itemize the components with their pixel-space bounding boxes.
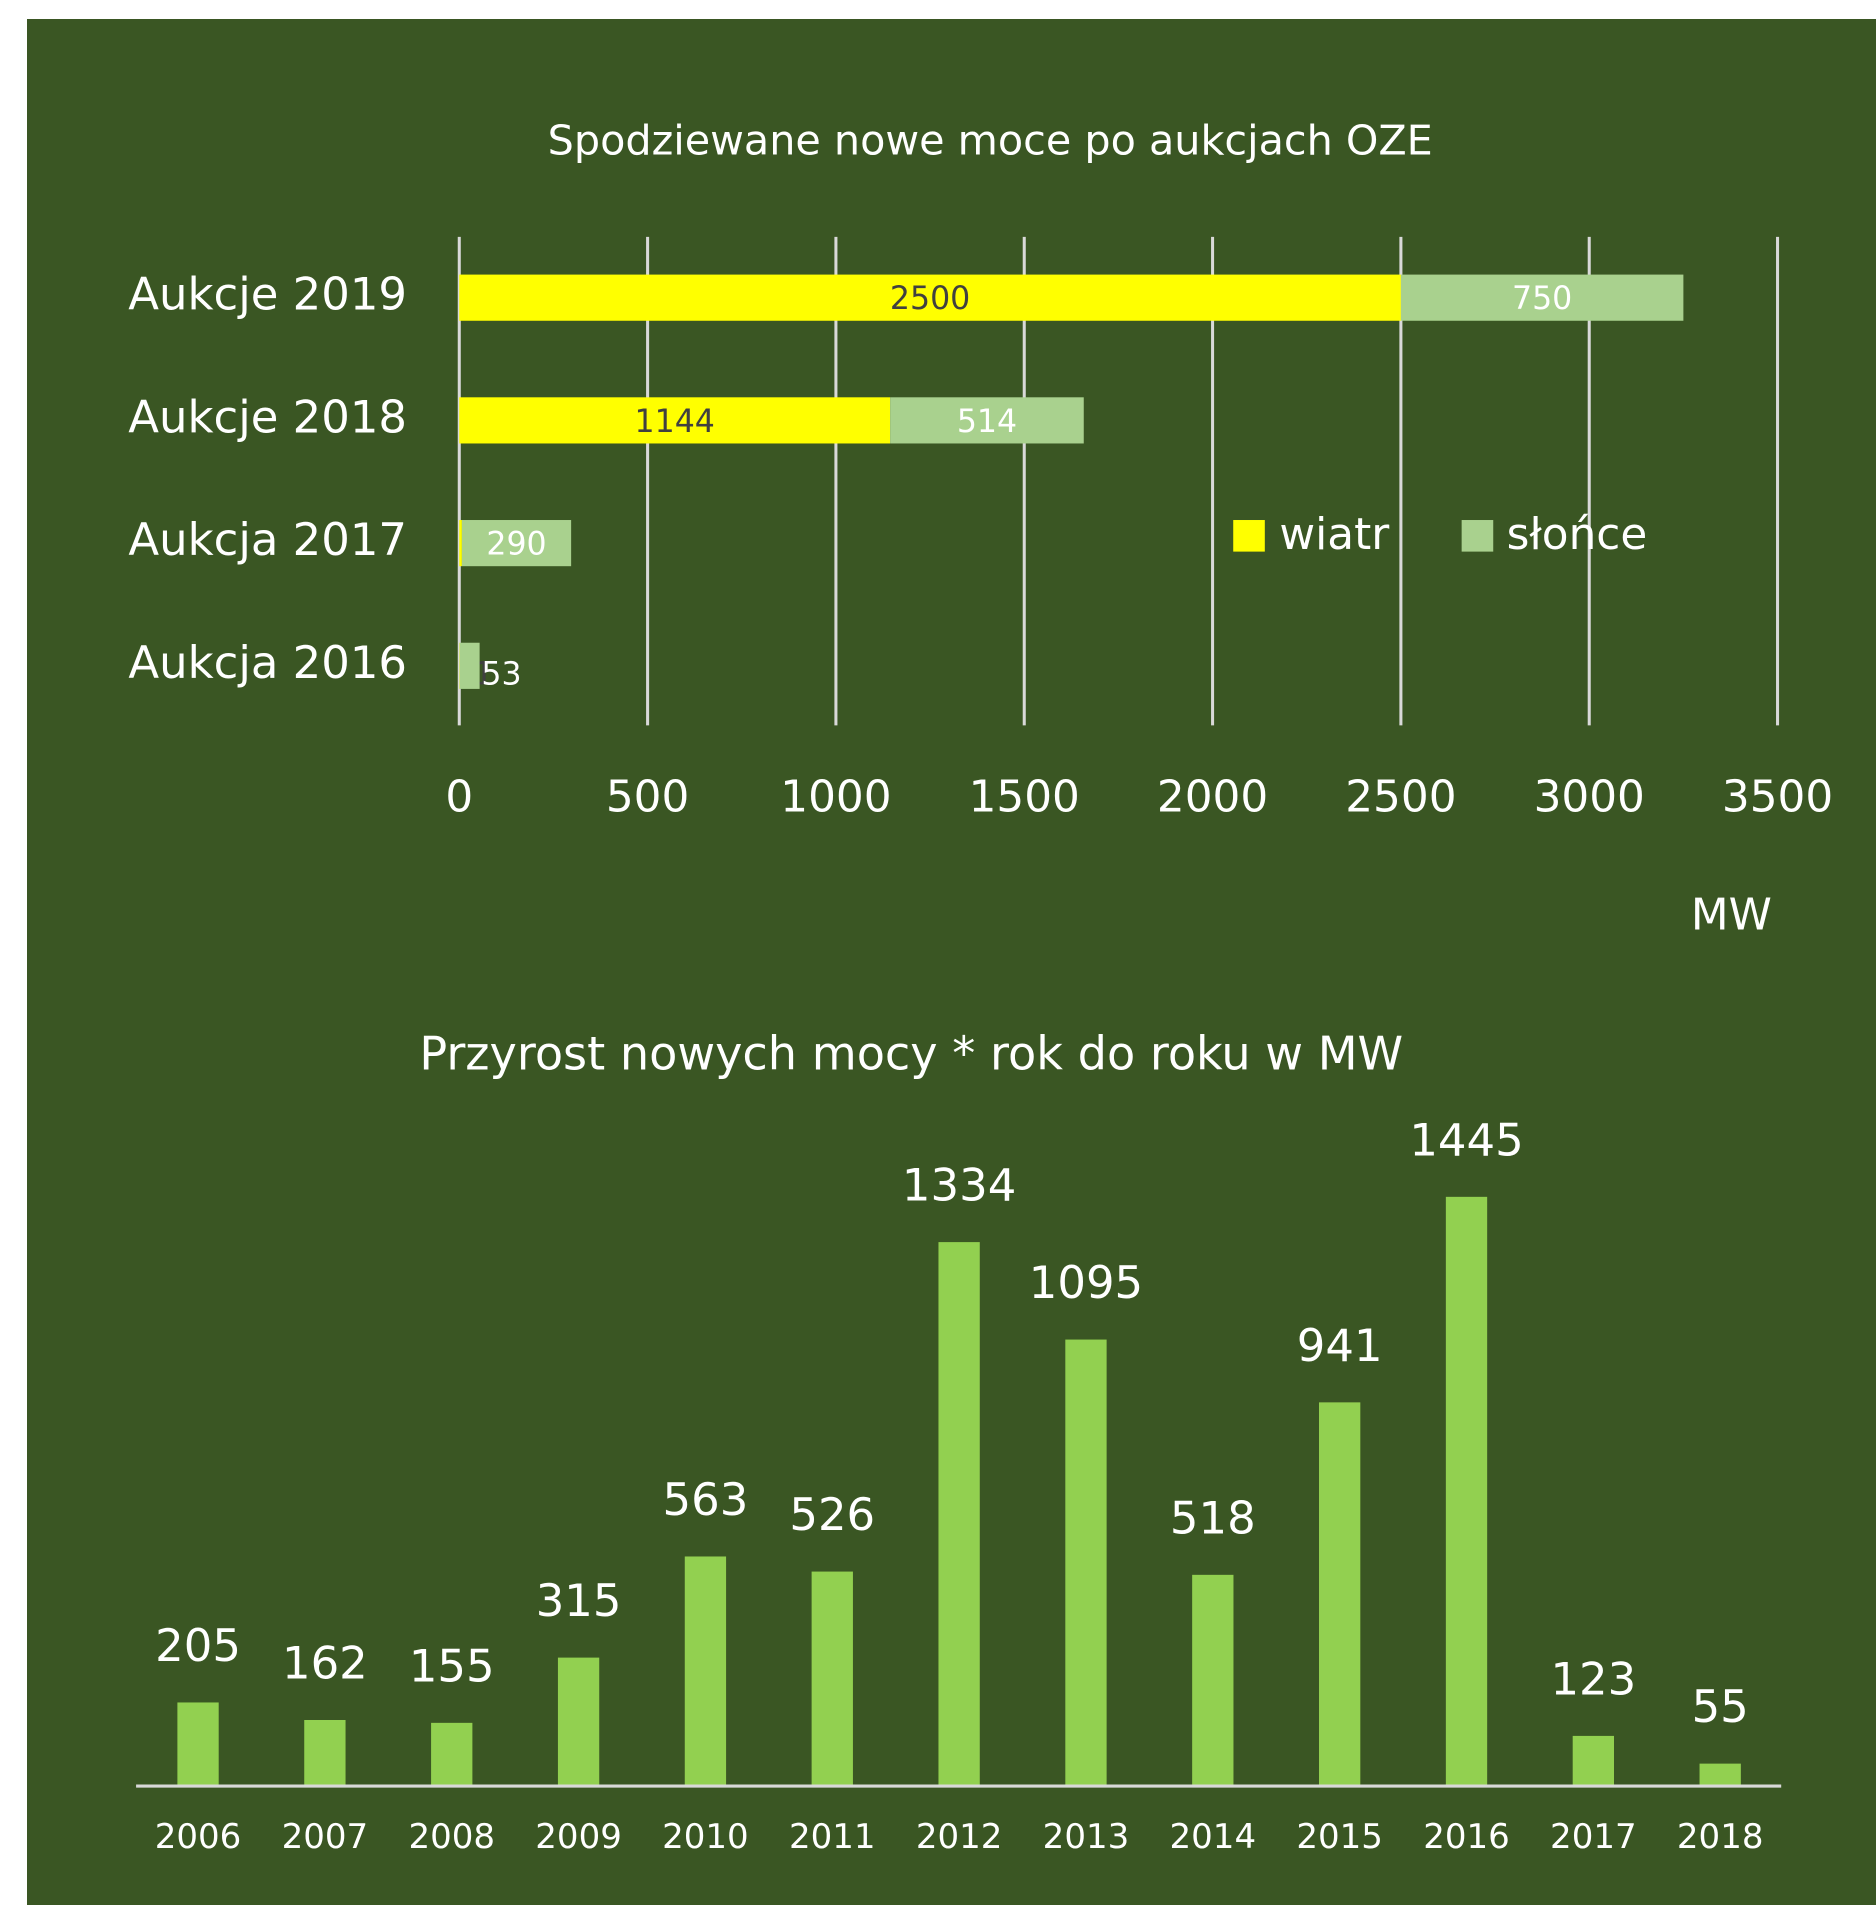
category-label: Aukcja 2017 [128, 513, 407, 566]
x-tick-label: 1000 [780, 771, 891, 822]
data-label: 1445 [1409, 1113, 1523, 1166]
bar-segment [459, 274, 1401, 321]
bar [304, 1719, 346, 1787]
x-tick-label: 2000 [1157, 771, 1268, 822]
chart-title: Spodziewane nowe moce po aukcjach OZE [548, 116, 1433, 164]
bar [1192, 1574, 1234, 1787]
data-label: 750 [1512, 281, 1572, 317]
category-label: Aukcje 2018 [128, 390, 407, 443]
x-tick-label: 2017 [1550, 1817, 1637, 1857]
x-tick-label: 2011 [789, 1817, 876, 1857]
x-tick-label: 2012 [916, 1817, 1003, 1857]
x-tick-label: 2006 [155, 1817, 242, 1857]
x-tick-label: 2018 [1677, 1817, 1764, 1857]
x-tick-label: 1500 [969, 771, 1080, 822]
data-label: 941 [1297, 1319, 1383, 1372]
data-label: 315 [536, 1574, 622, 1627]
data-label: 162 [282, 1637, 368, 1690]
x-tick-label: 2007 [282, 1817, 369, 1857]
bar [431, 1722, 473, 1787]
data-label: 526 [789, 1488, 875, 1541]
data-label: 290 [486, 527, 546, 563]
data-label: 563 [663, 1473, 749, 1526]
bar [557, 1657, 600, 1787]
x-tick-label: 2500 [1345, 771, 1456, 822]
bar-segment [1400, 274, 1684, 321]
data-label: 55 [1692, 1680, 1749, 1733]
legend-label: wiatr [1279, 509, 1389, 560]
x-tick-label: 2016 [1423, 1817, 1510, 1857]
x-axis-label: MW [1691, 889, 1772, 940]
bar [177, 1702, 219, 1787]
data-label: 1144 [635, 404, 715, 440]
bar [1699, 1763, 1741, 1787]
bar [1065, 1339, 1107, 1787]
data-label: 518 [1170, 1491, 1256, 1544]
x-tick-label: 3500 [1722, 771, 1833, 822]
data-label: 1334 [902, 1159, 1016, 1212]
bar-segment [459, 642, 480, 689]
data-label: 205 [155, 1619, 241, 1672]
bar-segment [459, 397, 891, 444]
data-label: 2500 [890, 281, 970, 317]
x-tick-label: 2013 [1043, 1817, 1130, 1857]
legend-swatch [1461, 520, 1494, 552]
x-tick-label: 2010 [662, 1817, 749, 1857]
data-label: 53 [481, 657, 521, 693]
bar [684, 1556, 727, 1787]
x-tick-label: 2009 [535, 1817, 622, 1857]
charts: Spodziewane nowe moce po aukcjach OZE 0 50… [128, 116, 1833, 1856]
bar [1319, 1402, 1361, 1787]
data-label: 155 [409, 1639, 495, 1692]
x-tick-label: 3000 [1534, 771, 1645, 822]
data-label: 514 [957, 404, 1017, 440]
bar [938, 1242, 980, 1787]
x-tick-label: 2008 [408, 1817, 495, 1857]
bar-segment [461, 520, 572, 567]
bar-segment [459, 520, 462, 567]
x-tick-label: 2015 [1296, 1817, 1383, 1857]
chart-title: Przyrost nowych mocy * rok do roku w MW [419, 1027, 1403, 1081]
category-label: Aukcje 2019 [128, 268, 407, 321]
x-tick-label: 500 [606, 771, 689, 822]
bar [811, 1571, 853, 1787]
bar-segment [890, 397, 1084, 444]
category-label: Aukcja 2016 [128, 636, 407, 689]
legend-swatch [1233, 520, 1265, 552]
legend-label: słońce [1507, 509, 1648, 560]
data-label: 123 [1550, 1652, 1636, 1705]
bar [1572, 1735, 1615, 1787]
bar [1445, 1196, 1488, 1787]
x-tick-label: 0 [445, 771, 473, 822]
data-label: 1095 [1029, 1256, 1143, 1309]
x-tick-label: 2014 [1170, 1817, 1257, 1857]
